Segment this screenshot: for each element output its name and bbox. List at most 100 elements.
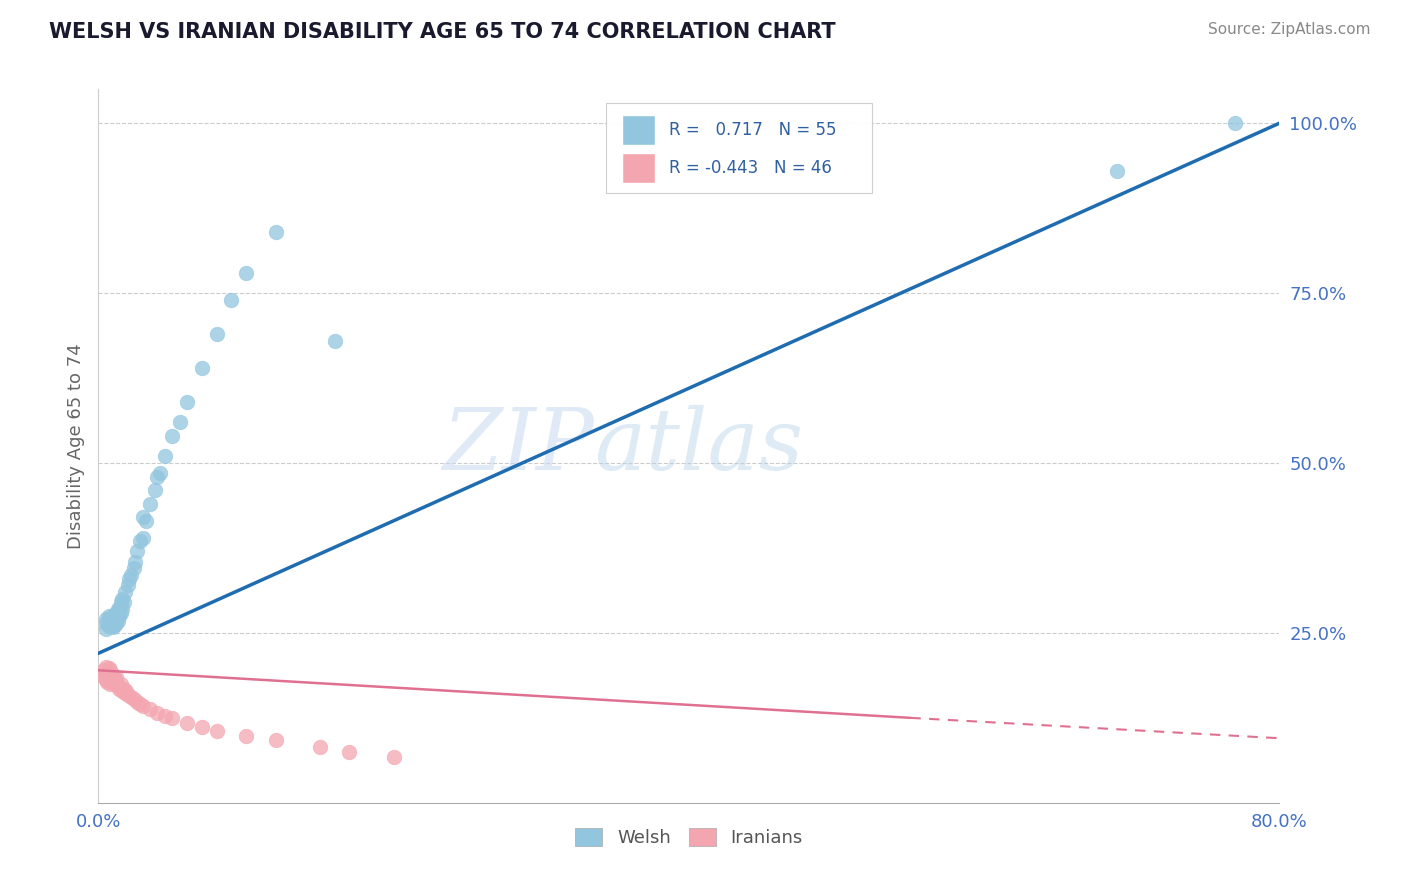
Point (115, 683, 138, 698)
Point (120, 568, 142, 582)
Point (104, 617, 127, 632)
Point (100, 673, 122, 688)
Point (132, 531, 155, 545)
Text: Source: ZipAtlas.com: Source: ZipAtlas.com (1208, 22, 1371, 37)
Point (103, 612, 125, 626)
Point (762, 191, 785, 205)
Point (169, 415, 191, 429)
Point (103, 620, 125, 634)
Point (1225, 116, 1247, 130)
Point (128, 534, 150, 549)
Point (104, 672, 127, 686)
Point (100, 666, 122, 681)
Point (132, 510, 155, 524)
Point (108, 681, 131, 696)
Point (110, 677, 132, 691)
Point (264, 733, 287, 747)
Point (1107, 163, 1129, 178)
Point (221, 293, 243, 307)
Point (105, 670, 128, 684)
Point (105, 615, 128, 630)
Point (122, 692, 145, 706)
Point (125, 544, 148, 558)
Point (135, 514, 157, 528)
Point (124, 555, 146, 569)
Point (103, 674, 125, 689)
Point (235, 729, 257, 743)
Point (112, 681, 135, 696)
Point (139, 702, 162, 716)
Point (100, 619, 122, 633)
Point (110, 606, 132, 620)
Point (122, 561, 145, 575)
Point (205, 326, 228, 341)
Point (96, 674, 118, 689)
Point (97, 661, 120, 675)
Point (94, 612, 117, 626)
Point (117, 689, 139, 703)
Point (98, 612, 121, 626)
Point (205, 724, 228, 739)
Text: ZIP: ZIP (443, 405, 595, 487)
Legend: Welsh, Iranians: Welsh, Iranians (568, 821, 810, 855)
Point (110, 595, 132, 609)
Point (114, 686, 136, 700)
Point (108, 608, 131, 623)
Point (120, 690, 142, 705)
Bar (621, 153, 655, 183)
Point (100, 614, 122, 628)
Point (93, 663, 115, 677)
Bar (621, 115, 655, 145)
Point (117, 578, 139, 592)
Point (146, 706, 169, 720)
Point (108, 602, 131, 616)
Point (125, 695, 148, 709)
Point (105, 674, 128, 689)
Point (103, 608, 125, 623)
Point (97, 672, 120, 686)
Point (107, 679, 129, 693)
Point (309, 740, 332, 755)
Point (153, 708, 176, 723)
Text: WELSH VS IRANIAN DISABILITY AGE 65 TO 74 CORRELATION CHART: WELSH VS IRANIAN DISABILITY AGE 65 TO 74… (49, 22, 835, 42)
Point (264, 225, 287, 239)
Point (104, 614, 127, 628)
Point (114, 585, 136, 599)
Point (323, 334, 346, 348)
Point (98, 670, 121, 684)
Point (105, 611, 128, 625)
Point (128, 698, 150, 712)
Point (176, 715, 198, 730)
Text: atlas: atlas (595, 405, 804, 487)
Point (111, 602, 134, 616)
Point (762, 155, 785, 169)
Point (176, 394, 198, 409)
Point (235, 266, 257, 280)
Point (104, 677, 127, 691)
Point (118, 572, 141, 586)
Point (98, 663, 121, 677)
Point (94, 673, 117, 688)
Point (98, 615, 121, 630)
Point (162, 429, 183, 443)
Point (94, 623, 117, 637)
Text: R = -0.443   N = 46: R = -0.443 N = 46 (669, 159, 832, 177)
Point (149, 466, 172, 480)
Point (111, 591, 134, 606)
Point (382, 749, 405, 764)
Point (111, 683, 134, 698)
Point (162, 711, 183, 725)
Point (139, 497, 162, 511)
Point (146, 469, 169, 483)
Point (339, 745, 361, 759)
Point (112, 595, 135, 609)
Point (97, 665, 120, 680)
Point (191, 720, 214, 734)
Point (104, 607, 127, 621)
Point (143, 483, 166, 498)
Point (97, 608, 120, 623)
FancyBboxPatch shape (606, 103, 872, 193)
Point (96, 668, 118, 682)
Point (93, 670, 115, 684)
Point (103, 668, 125, 682)
